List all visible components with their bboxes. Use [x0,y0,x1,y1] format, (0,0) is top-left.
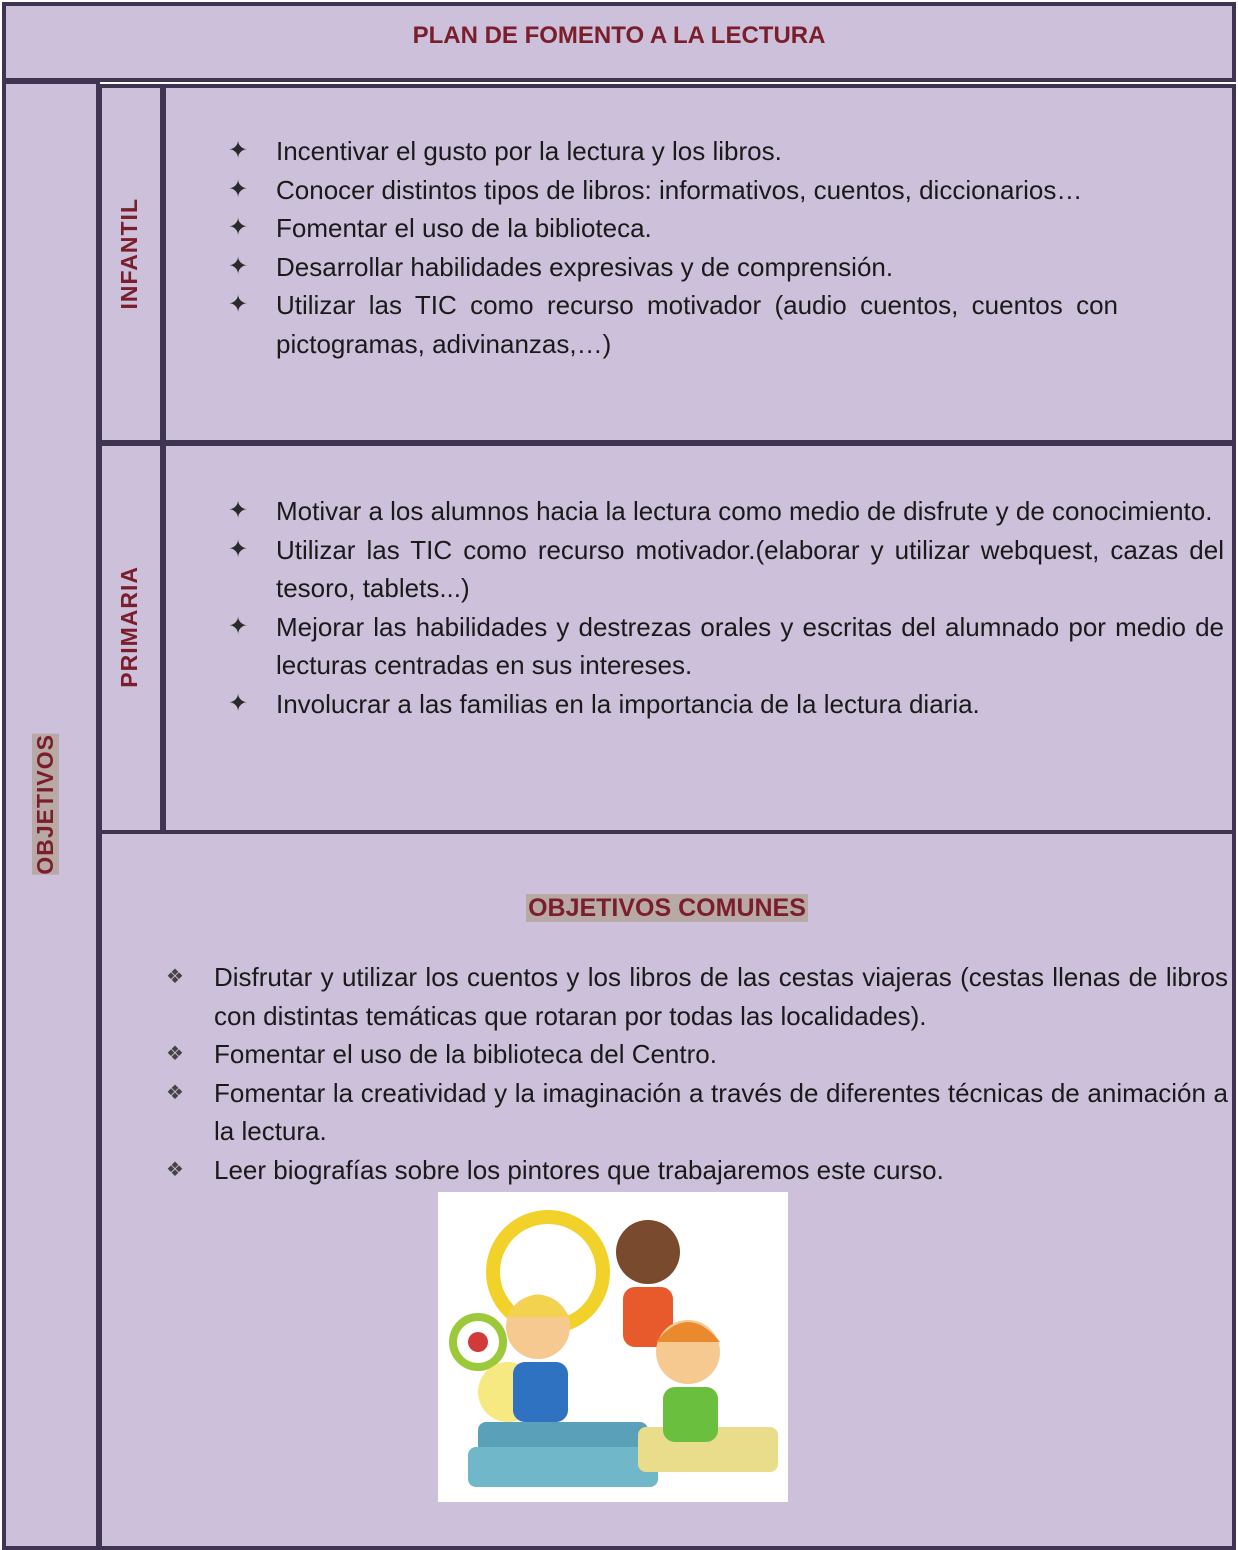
list-item: Leer biografías sobre los pintores que t… [166,1151,1228,1190]
list-item: Utilizar las TIC como recurso motivador … [228,286,1118,363]
primaria-label-cell: PRIMARIA [98,442,164,834]
comunes-list: Disfrutar y utilizar los cuentos y los l… [166,958,1228,1189]
list-item: Conocer distintos tipos de libros: infor… [228,171,1118,210]
list-item: Incentivar el gusto por la lectura y los… [228,132,1118,171]
list-item: Fomentar el uso de la biblioteca del Cen… [166,1035,1228,1074]
infantil-label: INFANTIL [116,198,142,310]
list-item: Motivar a los alumnos hacia la lectura c… [228,492,1224,531]
primaria-label: PRIMARIA [116,566,142,688]
objetivos-cell: OBJETIVOS [2,80,100,1550]
infantil-cell: Incentivar el gusto por la lectura y los… [162,84,1236,444]
list-item: Fomentar el uso de la biblioteca. [228,209,1118,248]
infantil-list: Incentivar el gusto por la lectura y los… [228,132,1118,363]
infantil-label-cell: INFANTIL [98,84,164,444]
list-item: Utilizar las TIC como recurso motivador.… [228,531,1224,608]
comunes-cell: OBJETIVOS COMUNES Disfrutar y utilizar l… [98,830,1236,1550]
list-item: Desarrollar habilidades expresivas y de … [228,248,1118,287]
list-item: Involucrar a las familias en la importan… [228,685,1224,724]
children-illustration [438,1192,788,1502]
comunes-title: OBJETIVOS COMUNES [526,894,808,922]
title-cell: PLAN DE FOMENTO A LA LECTURA [2,2,1236,82]
list-item: Fomentar la creatividad y la imaginación… [166,1074,1228,1151]
primaria-cell: Motivar a los alumnos hacia la lectura c… [162,442,1236,834]
title: PLAN DE FOMENTO A LA LECTURA [412,22,826,49]
comunes-title-wrap: OBJETIVOS COMUNES [102,894,1232,923]
list-item: Disfrutar y utilizar los cuentos y los l… [166,958,1228,1035]
objetivos-label: OBJETIVOS [32,734,59,875]
list-item: Mejorar las habilidades y destrezas oral… [228,608,1224,685]
primaria-list: Motivar a los alumnos hacia la lectura c… [228,492,1224,723]
